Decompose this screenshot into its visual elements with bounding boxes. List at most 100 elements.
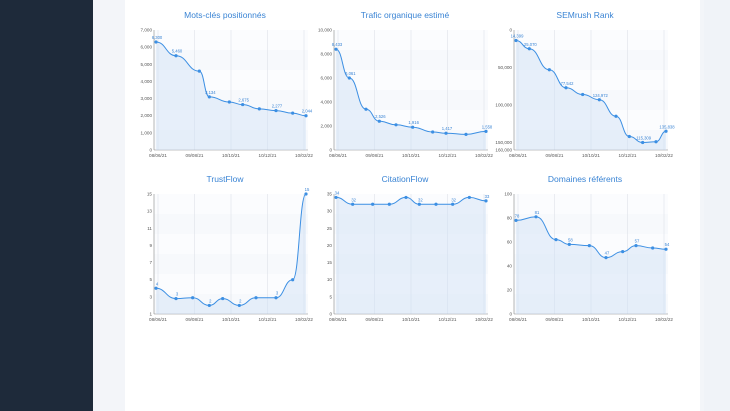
- data-label: 3: [276, 291, 279, 296]
- x-tick-label: 10/12/21: [259, 153, 277, 158]
- series-area: [336, 49, 486, 151]
- data-point: [404, 195, 408, 200]
- chart-semrush: SEMrush Rank 08/06/21 09/08/21 10/10/21 10/1…: [495, 8, 675, 163]
- data-label: 6,061: [345, 71, 356, 76]
- x-tick-label: 09/08/21: [186, 317, 204, 322]
- y-tick-label: 2,000: [141, 113, 153, 118]
- data-point: [241, 102, 245, 107]
- x-tick-label: 10/12/21: [619, 317, 637, 322]
- data-point: [484, 199, 488, 203]
- y-tick-label: 50,000: [498, 65, 512, 70]
- chart-title: TrustFlow: [207, 174, 245, 184]
- data-label: 32: [351, 197, 356, 202]
- chart-title: SEMrush Rank: [556, 10, 614, 20]
- chart-citationflow: CitationFlow 08/06/21 09/08/21 10/10/21 10/1…: [320, 172, 494, 327]
- data-point: [191, 296, 195, 300]
- data-point: [581, 92, 585, 97]
- x-tick-label: 10/02/22: [475, 317, 493, 322]
- data-label: 135,838: [659, 124, 675, 129]
- data-point: [351, 202, 355, 206]
- data-point: [154, 40, 158, 44]
- x-tick-label: 10/12/21: [439, 317, 457, 322]
- data-point: [587, 244, 591, 248]
- y-tick-label: 0: [509, 28, 512, 33]
- data-label: 5,460: [172, 49, 183, 54]
- data-point: [664, 247, 668, 251]
- x-tick-label: 10/10/21: [222, 317, 240, 322]
- data-point: [274, 296, 278, 300]
- data-point: [221, 296, 225, 301]
- y-tick-label: 1,000: [141, 130, 153, 135]
- data-label: 6,300: [152, 35, 163, 40]
- data-label: 32: [418, 197, 423, 202]
- data-point: [334, 47, 338, 51]
- y-tick-label: 20: [507, 288, 513, 293]
- x-tick-label: 10/12/21: [259, 317, 277, 322]
- y-tick-label: 5,000: [141, 62, 153, 67]
- y-tick-label: 15: [327, 260, 333, 265]
- data-point: [564, 86, 568, 90]
- x-tick-label: 10/02/22: [655, 153, 673, 158]
- data-label: 57: [635, 239, 640, 244]
- y-tick-label: 60: [507, 240, 513, 245]
- data-label: 1,916: [408, 120, 419, 125]
- data-label: 4: [156, 281, 159, 286]
- y-tick-label: 10,000: [318, 28, 332, 33]
- x-tick-label: 08/06/21: [329, 317, 347, 322]
- y-tick-label: 30: [327, 209, 333, 214]
- chart-svg: Domaines référents 08/06/21 09/08/21 10/10/…: [504, 174, 673, 322]
- chart-svg: Trafic organique estimé 08/06/21 09/08/21 1…: [318, 10, 493, 158]
- x-tick-label: 10/02/22: [475, 153, 493, 158]
- y-tick-label: 0: [329, 148, 332, 153]
- data-point: [664, 129, 668, 133]
- data-label: 8,433: [332, 42, 343, 47]
- data-label: 2: [239, 298, 242, 303]
- data-point: [207, 303, 211, 308]
- y-tick-label: 0: [149, 148, 152, 153]
- y-tick-label: 160,000: [495, 148, 512, 153]
- y-tick-label: 3,000: [141, 96, 153, 101]
- chart-trustflow: TrustFlow 08/06/21 09/08/21 10/10/21 10/12/2…: [140, 172, 314, 327]
- x-tick-label: 10/02/22: [655, 317, 673, 322]
- sidebar: [0, 0, 93, 411]
- x-tick-label: 08/06/21: [509, 317, 527, 322]
- data-point: [567, 242, 571, 246]
- x-tick-label: 08/06/21: [329, 153, 347, 158]
- data-point: [634, 244, 638, 248]
- y-tick-label: 9: [149, 243, 152, 248]
- chart-svg: Mots-clés positionnés 08/06/21 09/08/21 10/…: [141, 10, 314, 158]
- data-point: [604, 256, 608, 260]
- y-tick-label: 35: [327, 192, 333, 197]
- x-tick-label: 08/06/21: [149, 153, 167, 158]
- data-label: 47: [605, 251, 610, 256]
- y-tick-label: 7,000: [141, 28, 153, 33]
- x-tick-label: 10/02/22: [295, 317, 313, 322]
- data-label: 1,558: [482, 124, 493, 129]
- chart-domaines: Domaines référents 08/06/21 09/08/21 10/10/…: [500, 172, 673, 327]
- data-point: [614, 114, 618, 118]
- data-label: 32: [451, 197, 456, 202]
- data-point: [371, 202, 375, 206]
- y-tick-label: 1: [149, 312, 152, 317]
- data-point: [291, 111, 295, 115]
- data-point: [174, 54, 178, 58]
- data-point: [467, 195, 471, 200]
- data-point: [464, 132, 468, 136]
- chart-trafic: Trafic organique estimé 08/06/21 09/08/21 1…: [318, 8, 493, 163]
- data-point: [641, 140, 645, 145]
- y-tick-label: 2,000: [321, 124, 333, 129]
- data-label: 2,277: [272, 104, 283, 109]
- data-label: 1,417: [442, 126, 453, 131]
- data-point: [597, 98, 601, 102]
- chart-title: Trafic organique estimé: [361, 10, 450, 20]
- data-point: [627, 134, 631, 139]
- data-label: 54: [665, 242, 670, 247]
- data-label: 2,526: [375, 114, 386, 119]
- data-point: [394, 123, 398, 127]
- chart-svg: CitationFlow 08/06/21 09/08/21 10/10/21 10/1…: [327, 174, 494, 322]
- y-tick-label: 6,000: [321, 76, 333, 81]
- chart-title: CitationFlow: [382, 174, 430, 184]
- data-point: [257, 107, 261, 111]
- y-tick-label: 8,000: [321, 52, 333, 57]
- y-tick-label: 13: [147, 209, 153, 214]
